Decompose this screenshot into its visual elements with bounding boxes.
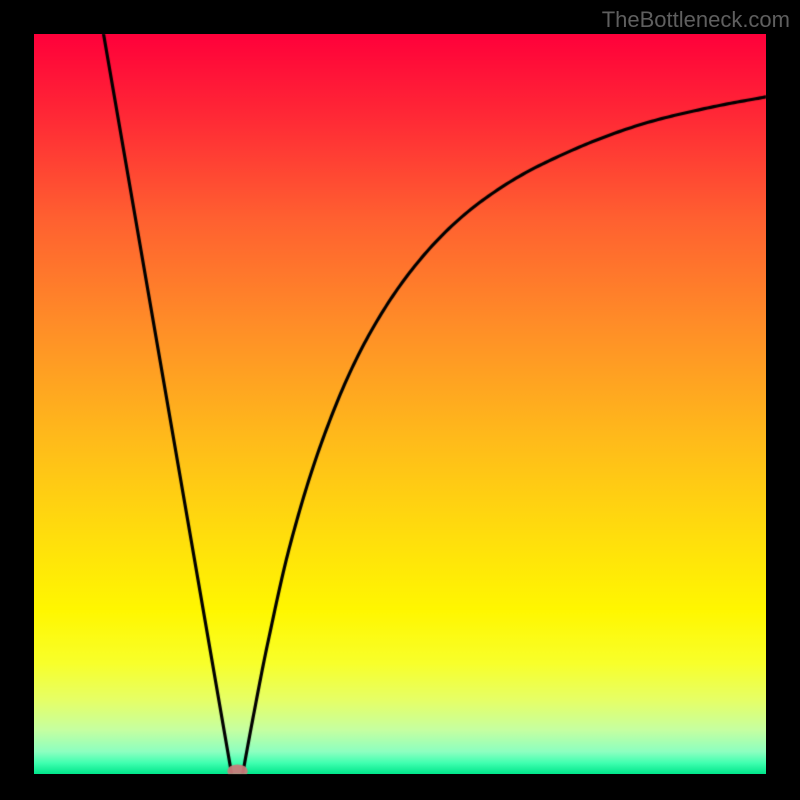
source-watermark: TheBottleneck.com (602, 7, 790, 33)
bottleneck-curve-canvas (0, 0, 800, 800)
chart-container: TheBottleneck.com (0, 0, 800, 800)
